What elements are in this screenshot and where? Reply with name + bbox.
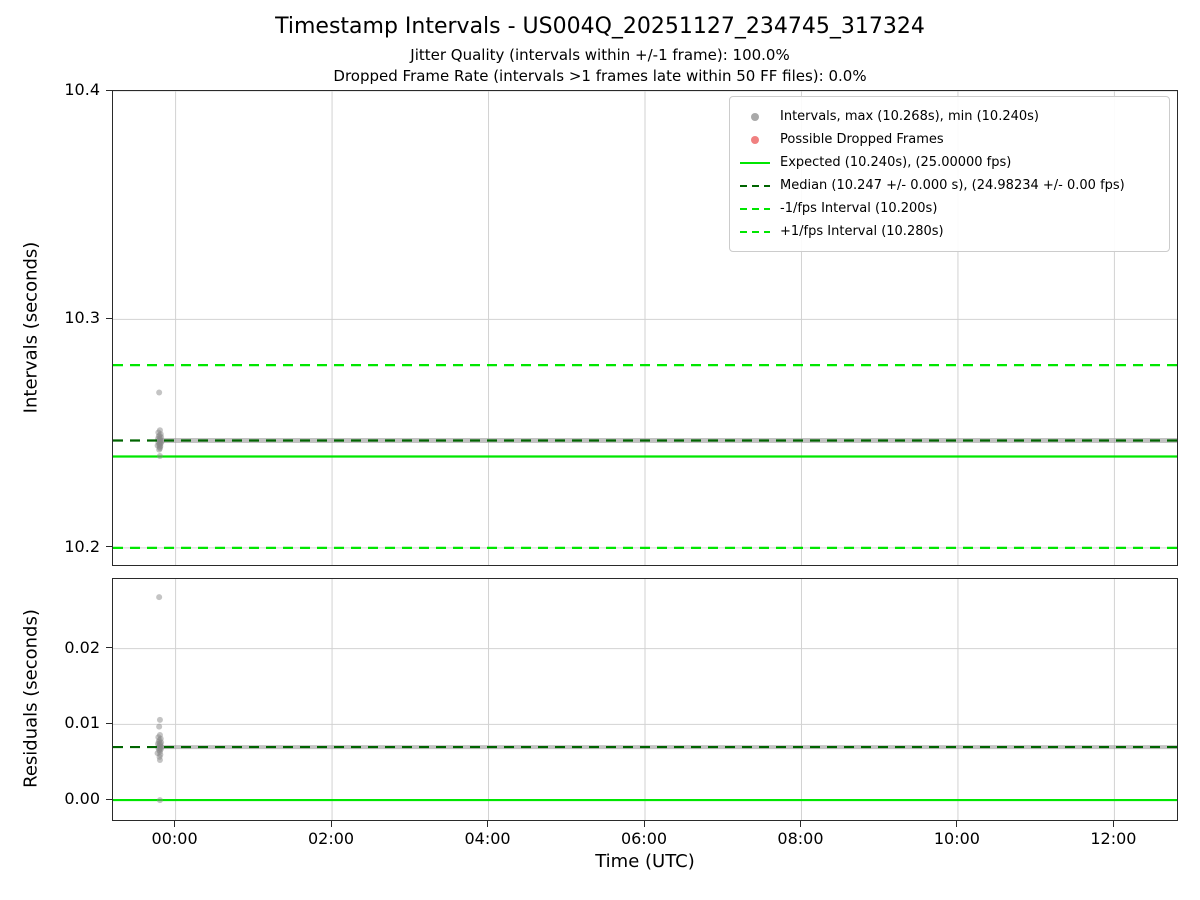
legend-item-expected: Expected (10.240s), (25.00000 fps) [740,151,1159,174]
chart-subtitle-dropped-frame-rate: Dropped Frame Rate (intervals >1 frames … [333,67,867,85]
x-tick-mark [330,821,332,827]
x-tick-label: 02:00 [307,829,355,848]
intervals-marker-icon [740,112,770,121]
minus-1fps-interval-marker-shape [740,207,770,210]
chart-title: Timestamp Intervals - US004Q_20251127_23… [275,14,925,39]
dropped-frames-marker-shape [751,135,759,144]
x-tick-mark [799,821,801,827]
dropped-frames-marker-icon [740,135,770,144]
scatter-point [156,723,163,730]
residuals-axes [112,578,1178,821]
legend-item-label: Intervals, max (10.268s), min (10.240s) [780,109,1039,124]
median-marker-icon [740,184,770,187]
y-axis-label-intervals: Intervals (seconds) [20,241,42,414]
x-tick-label: 04:00 [464,829,511,848]
chart-subtitle-jitter-quality: Jitter Quality (intervals within +/-1 fr… [410,46,790,64]
legend-box: Intervals, max (10.268s), min (10.240s) P… [729,96,1170,252]
plus-1fps-interval-marker-shape [740,230,770,233]
legend-item-minus-1fps-interval: -1/fps Interval (10.200s) [740,197,1159,220]
legend-item-median: Median (10.247 +/- 0.000 s), (24.98234 +… [740,174,1159,197]
intervals-plot-canvas [113,91,1177,565]
y-tick-label: 10.4 [64,80,100,99]
y-tick-label: 10.2 [64,536,100,556]
scatter-point [156,797,163,804]
x-tick-label: 08:00 [777,829,824,848]
x-tick-label: 12:00 [1090,829,1137,848]
legend-item-plus-1fps-interval: +1/fps Interval (10.280s) [740,220,1159,243]
x-tick-mark [174,821,176,827]
y-tick-mark [106,89,112,91]
y-tick-mark [106,722,112,724]
x-tick-label: 00:00 [151,829,198,848]
scatter-point [156,594,163,601]
scatter-point [156,389,163,396]
y-tick-label: 10.3 [64,308,100,328]
legend-item-label: -1/fps Interval (10.200s) [780,201,938,216]
y-tick-label: 0.00 [64,789,100,809]
x-axis-label: Time (UTC) [595,851,695,872]
y-tick-mark [106,317,112,319]
intervals-marker-shape [751,112,759,121]
x-tick-mark [1112,821,1114,827]
legend-item-dropped-frames: Possible Dropped Frames [740,128,1159,151]
legend-item-label: Median (10.247 +/- 0.000 s), (24.98234 +… [780,178,1125,193]
y-tick-mark [106,546,112,548]
scatter-point [156,756,163,763]
x-tick-label: 10:00 [933,829,980,848]
y-tick-mark [106,647,112,649]
x-tick-label: 06:00 [620,829,668,848]
median-marker-shape [740,184,770,187]
legend-item-label: Expected (10.240s), (25.00000 fps) [780,155,1012,170]
residuals-plot-canvas [113,579,1177,820]
y-tick-mark [106,798,112,800]
x-tick-mark [956,821,958,827]
expected-marker-shape [740,161,770,164]
x-tick-mark [643,821,645,827]
legend-item-label: Possible Dropped Frames [780,132,944,147]
plus-1fps-interval-marker-icon [740,230,770,233]
expected-marker-icon [740,161,770,164]
minus-1fps-interval-marker-icon [740,207,770,210]
scatter-point [156,453,163,460]
scatter-point [156,716,163,723]
legend-item-label: +1/fps Interval (10.280s) [780,224,944,239]
scatter-point [156,446,163,453]
y-tick-label: 0.01 [64,713,100,733]
legend-item-intervals: Intervals, max (10.268s), min (10.240s) [740,105,1159,128]
y-tick-label: 0.02 [64,637,100,657]
x-tick-mark [487,821,489,827]
